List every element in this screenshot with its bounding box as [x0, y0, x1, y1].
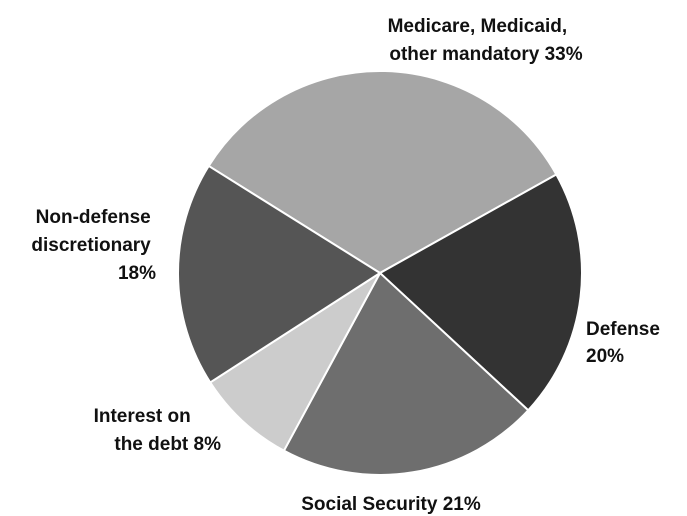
- label-medicare: Medicare, Medicaid, other mandatory 33%: [388, 16, 583, 65]
- label-non-defense-line-2: discretionary: [31, 235, 151, 256]
- label-social-security: Social Security 21%: [301, 494, 481, 515]
- label-social-security-line-1: Social Security 21%: [301, 494, 481, 515]
- label-non-defense-line-3: 18%: [118, 263, 156, 284]
- pie-slices: [177, 70, 583, 476]
- label-medicare-line-1: Medicare, Medicaid,: [388, 16, 568, 37]
- pie-slice-defense: [378, 173, 583, 412]
- pie-slice-interest-on-the-debt: [208, 272, 381, 453]
- label-non-defense-line-1: Non-defense: [36, 207, 151, 228]
- label-interest-line-1: Interest on: [94, 406, 191, 427]
- pie-slice-social-security: [282, 271, 530, 476]
- label-non-defense: Non-defense discretionary 18%: [31, 207, 156, 284]
- label-defense-line-1: Defense: [586, 319, 660, 340]
- label-defense: Defense 20%: [586, 319, 665, 367]
- label-interest-line-2: the debt 8%: [114, 434, 221, 455]
- label-medicare-line-2: other mandatory 33%: [389, 44, 582, 65]
- label-interest: Interest on the debt 8%: [94, 406, 222, 455]
- label-defense-line-2: 20%: [586, 346, 624, 367]
- pie-slice-non-defense-discretionary: [177, 164, 382, 384]
